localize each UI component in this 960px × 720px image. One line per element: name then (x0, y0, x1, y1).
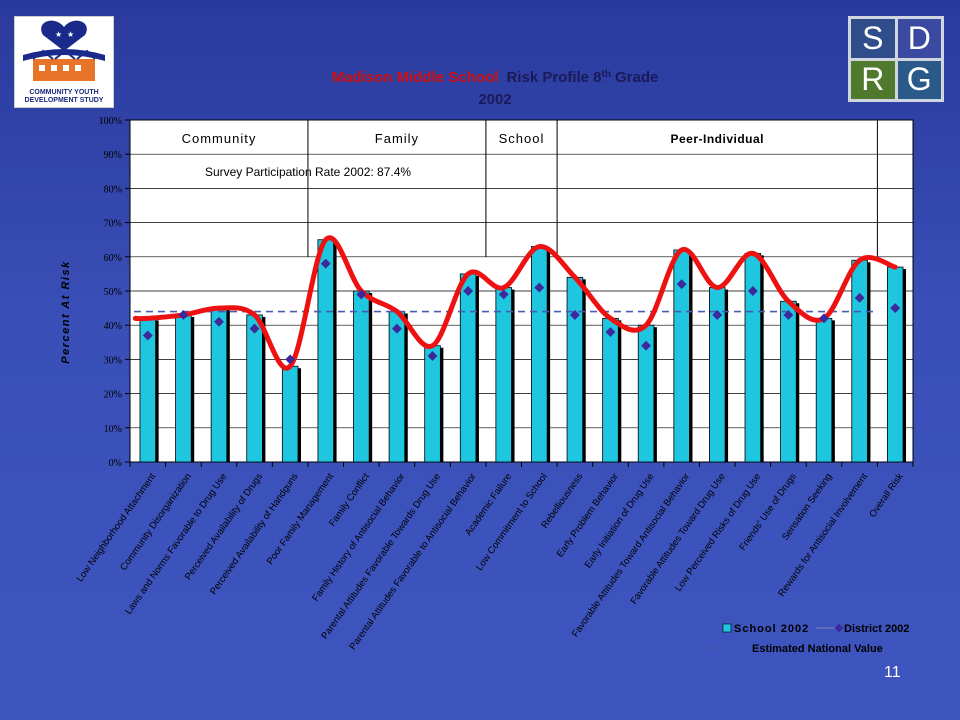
domain-label: Family (375, 131, 419, 146)
bar (780, 300, 797, 463)
sdrg-letter: S (851, 19, 895, 58)
y-tick-label: 30% (104, 355, 122, 366)
bar (495, 287, 512, 463)
sdrg-letter: D (897, 19, 941, 58)
y-tick-label: 50% (104, 287, 122, 298)
district-marker (569, 309, 580, 320)
district-marker (463, 286, 474, 296)
district-marker (320, 258, 331, 269)
chart-title-sup: th (602, 69, 611, 80)
district-marker (391, 323, 402, 334)
school-line (132, 235, 898, 371)
district-marker (890, 303, 901, 314)
district-marker (819, 313, 829, 324)
legend-school-label: School 2002 (734, 623, 809, 635)
bar (317, 239, 334, 463)
y-tick-label: 100% (99, 116, 122, 127)
district-marker (641, 340, 652, 351)
x-tick-label: Early Problem Behavior (555, 471, 621, 559)
bar (459, 273, 477, 463)
bar (815, 317, 833, 463)
bar (602, 317, 619, 463)
school-bars (139, 239, 907, 463)
legend-district-marker (834, 623, 844, 633)
y-tick-label: 0% (109, 458, 122, 469)
y-tick-label: 40% (104, 321, 122, 332)
x-tick-label: Low Commitment to School (474, 471, 550, 572)
bar (246, 314, 263, 463)
participation-rate: Survey Participation Rate 2002: 87.4% (205, 165, 411, 179)
district-marker (605, 327, 616, 337)
x-tick-label: Community Disorganization (118, 471, 194, 572)
domain-label: School (499, 131, 545, 146)
x-tick-label: Poor Family Management (265, 471, 337, 567)
district-marker (142, 330, 153, 341)
y-axis: 0% 10% 20% 30% 40% 50% 60% 70% 80% 90% 100% (99, 116, 130, 469)
sdrg-letter: R (851, 60, 895, 99)
y-axis-label: Percent At Risk (60, 260, 72, 363)
svg-text:★: ★ (55, 30, 62, 39)
domain-dividers (307, 120, 878, 257)
chart-title-main: Risk Profile 8 (506, 69, 601, 86)
chart-title-school: Madison Middle School (332, 69, 499, 86)
district-marker (676, 279, 687, 290)
district-marker (712, 309, 723, 320)
district-marker (427, 351, 438, 361)
bar (175, 314, 192, 463)
district-marker (498, 289, 509, 300)
x-tick-label: Overall Risk (867, 471, 906, 519)
district-marker (249, 323, 260, 334)
svg-text:★: ★ (67, 30, 74, 39)
y-tick-label: 10% (104, 424, 122, 435)
legend: School 2002 District 2002 Estimated Nati… (704, 623, 909, 655)
sdrg-logo: S D R G (848, 16, 944, 102)
district-marker (854, 292, 865, 303)
bar (531, 246, 548, 463)
y-tick-label: 80% (104, 184, 122, 195)
chart-title: Madison Middle School Risk Profile 8th Gr… (332, 69, 659, 86)
district-marker (285, 354, 296, 365)
domain-headers: Community Family School Peer-Individual (182, 131, 764, 146)
legend-national-label: Estimated National Value (752, 643, 883, 655)
cyds-logo: ★ ★ COMMUNITY YOUTH DEVELOPMENT STUDY (14, 16, 114, 108)
cyds-logo-caption: COMMUNITY YOUTH DEVELOPMENT STUDY (24, 89, 104, 104)
bar (210, 307, 228, 463)
x-tick-label: Early Initiation of Drug Use (583, 471, 657, 570)
cyds-logo-image: ★ ★ (23, 20, 105, 81)
legend-district-label: District 2002 (844, 623, 909, 635)
district-markers (142, 258, 901, 365)
y-tick-label: 90% (104, 150, 122, 161)
slide-number: 11 (884, 664, 901, 681)
chart-subtitle: 2002 (478, 91, 511, 108)
legend-school-swatch (722, 623, 732, 633)
domain-label: Peer-Individual (670, 132, 764, 146)
district-marker (178, 309, 189, 320)
bar (424, 345, 441, 463)
district-marker (214, 316, 224, 327)
bar (744, 252, 762, 463)
domain-label: Community (182, 131, 257, 146)
bar (566, 276, 584, 463)
district-marker (747, 286, 758, 296)
district-marker (783, 309, 794, 320)
y-tick-label: 60% (104, 253, 122, 264)
chart-title-grade: Grade (615, 69, 658, 86)
bar (388, 311, 406, 463)
y-tick-label: 20% (104, 390, 122, 401)
district-marker (534, 282, 545, 293)
bar (353, 290, 370, 463)
x-tick-label: Parental Attitudes Favorable to Antisoci… (347, 471, 478, 652)
sdrg-letter: G (897, 60, 941, 99)
bar (281, 365, 299, 463)
district-marker (356, 289, 367, 300)
y-tick-label: 70% (104, 219, 122, 230)
bar (851, 259, 868, 463)
bar (886, 266, 904, 463)
